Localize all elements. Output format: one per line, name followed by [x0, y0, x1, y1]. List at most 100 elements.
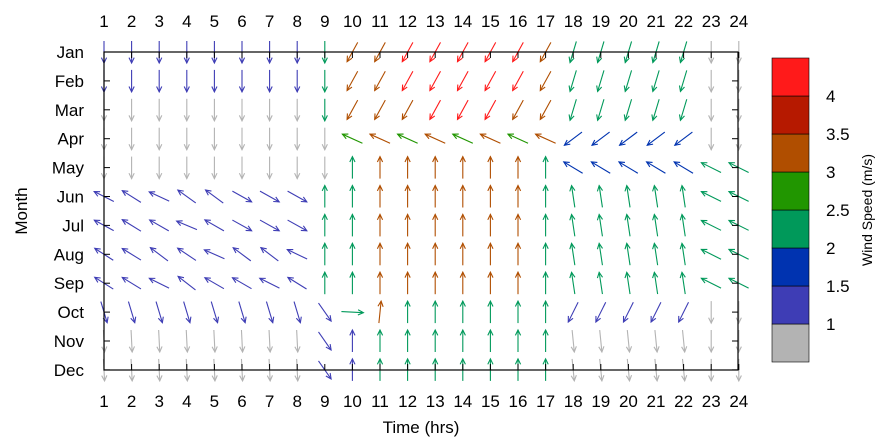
- wind-vector: [148, 219, 170, 232]
- wind-vector: [678, 70, 688, 93]
- wind-vector: [376, 213, 384, 237]
- wind-vector: [514, 328, 522, 352]
- wind-vector: [404, 328, 411, 352]
- wind-vector: [487, 213, 494, 237]
- wind-vector: [294, 98, 301, 123]
- wind-vector: [349, 155, 356, 179]
- wind-vector: [211, 329, 218, 354]
- wind-vector: [266, 127, 273, 151]
- wind-vector: [700, 277, 722, 289]
- y-tick-label: Mar: [55, 101, 85, 120]
- wind-vector: [432, 299, 439, 324]
- wind-vector: [512, 99, 524, 121]
- wind-vector: [673, 131, 693, 147]
- wind-vector: [294, 156, 301, 180]
- wind-vector: [459, 155, 466, 179]
- wind-vector: [596, 242, 604, 266]
- wind-vector: [349, 242, 356, 266]
- wind-vector: [149, 246, 169, 262]
- wind-vector: [679, 184, 686, 208]
- wind-vector: [542, 328, 549, 352]
- wind-vector: [727, 277, 749, 289]
- wind-vector: [484, 70, 497, 92]
- wind-vector: [652, 242, 659, 266]
- wind-vector: [652, 271, 659, 295]
- wind-vector: [708, 69, 715, 94]
- x-tick-label-top: 8: [292, 12, 301, 31]
- wind-vector: [203, 219, 225, 232]
- colorbar-band: [771, 285, 810, 325]
- wind-vector: [376, 270, 384, 295]
- x-tick-label-top: 12: [398, 12, 417, 31]
- x-tick-label-top: 14: [453, 12, 472, 31]
- wind-vector: [121, 247, 142, 261]
- colorbar-band: [771, 133, 810, 173]
- wind-vector: [376, 155, 384, 179]
- wind-vector: [542, 213, 549, 237]
- wind-vector: [569, 271, 576, 295]
- wind-vector: [376, 242, 384, 266]
- x-tick-label-top: 7: [265, 12, 274, 31]
- x-tick-label-bottom: 12: [398, 392, 417, 411]
- wind-vector: [287, 219, 308, 232]
- x-tick-label-top: 24: [729, 12, 748, 31]
- wind-vector: [211, 69, 218, 94]
- wind-vector: [404, 184, 411, 208]
- wind-vector: [183, 98, 190, 123]
- wind-vector: [155, 301, 164, 324]
- x-tick-label-bottom: 10: [343, 392, 362, 411]
- wind-vector: [429, 70, 441, 92]
- wind-vector: [512, 70, 524, 92]
- wind-vector: [708, 301, 715, 325]
- wind-vector: [514, 299, 522, 324]
- wind-vector: [432, 213, 439, 237]
- x-tick-label-bottom: 15: [481, 392, 500, 411]
- wind-vector: [598, 329, 605, 354]
- wind-vector: [396, 133, 418, 144]
- wind-vector: [148, 191, 170, 202]
- wind-vector: [232, 219, 253, 232]
- wind-vector: [624, 184, 631, 208]
- colorbar-label: Wind Speed (m/s): [859, 154, 875, 266]
- wind-vector: [239, 329, 246, 354]
- wind-vector: [735, 330, 742, 354]
- wind-vector: [539, 99, 552, 121]
- wind-vector: [404, 242, 411, 266]
- x-tick-label-bottom: 14: [453, 392, 472, 411]
- x-tick-label-top: 11: [371, 12, 389, 31]
- wind-vector: [266, 329, 273, 354]
- wind-vector: [624, 242, 631, 266]
- x-tick-label-top: 21: [647, 12, 666, 31]
- wind-vector: [211, 127, 218, 151]
- wind-vector: [156, 156, 163, 180]
- wind-vector: [401, 99, 414, 121]
- wind-vector: [569, 242, 576, 266]
- wind-vector: [590, 131, 610, 147]
- wind-vector: [294, 127, 301, 151]
- wind-vector: [542, 270, 549, 295]
- wind-vector: [183, 127, 190, 151]
- wind-vector: [568, 99, 577, 122]
- wind-vector: [735, 301, 742, 325]
- wind-vector: [651, 70, 660, 93]
- wind-vector: [156, 69, 163, 94]
- wind-vector: [294, 69, 301, 94]
- x-tick-label-top: 6: [237, 12, 246, 31]
- y-tick-label: Jul: [62, 216, 84, 235]
- wind-vector: [700, 162, 722, 174]
- wind-vector: [735, 98, 742, 123]
- wind-vector: [596, 70, 605, 93]
- y-tick-label: Feb: [55, 72, 84, 91]
- wind-vector: [514, 242, 522, 266]
- wind-vector: [596, 271, 604, 295]
- wind-vector: [681, 329, 688, 354]
- wind-vector: [506, 133, 529, 144]
- colorbar-tick-label: 1: [826, 315, 835, 334]
- axis-ticks: 1122334455667788991010111112121313141415…: [52, 12, 748, 411]
- x-tick-label-bottom: 2: [127, 392, 136, 411]
- colorbar-tick-label: 3.5: [826, 125, 850, 144]
- wind-vector: [259, 190, 281, 203]
- wind-vector: [679, 242, 686, 266]
- wind-vector: [622, 302, 634, 324]
- wind-vector: [542, 299, 549, 324]
